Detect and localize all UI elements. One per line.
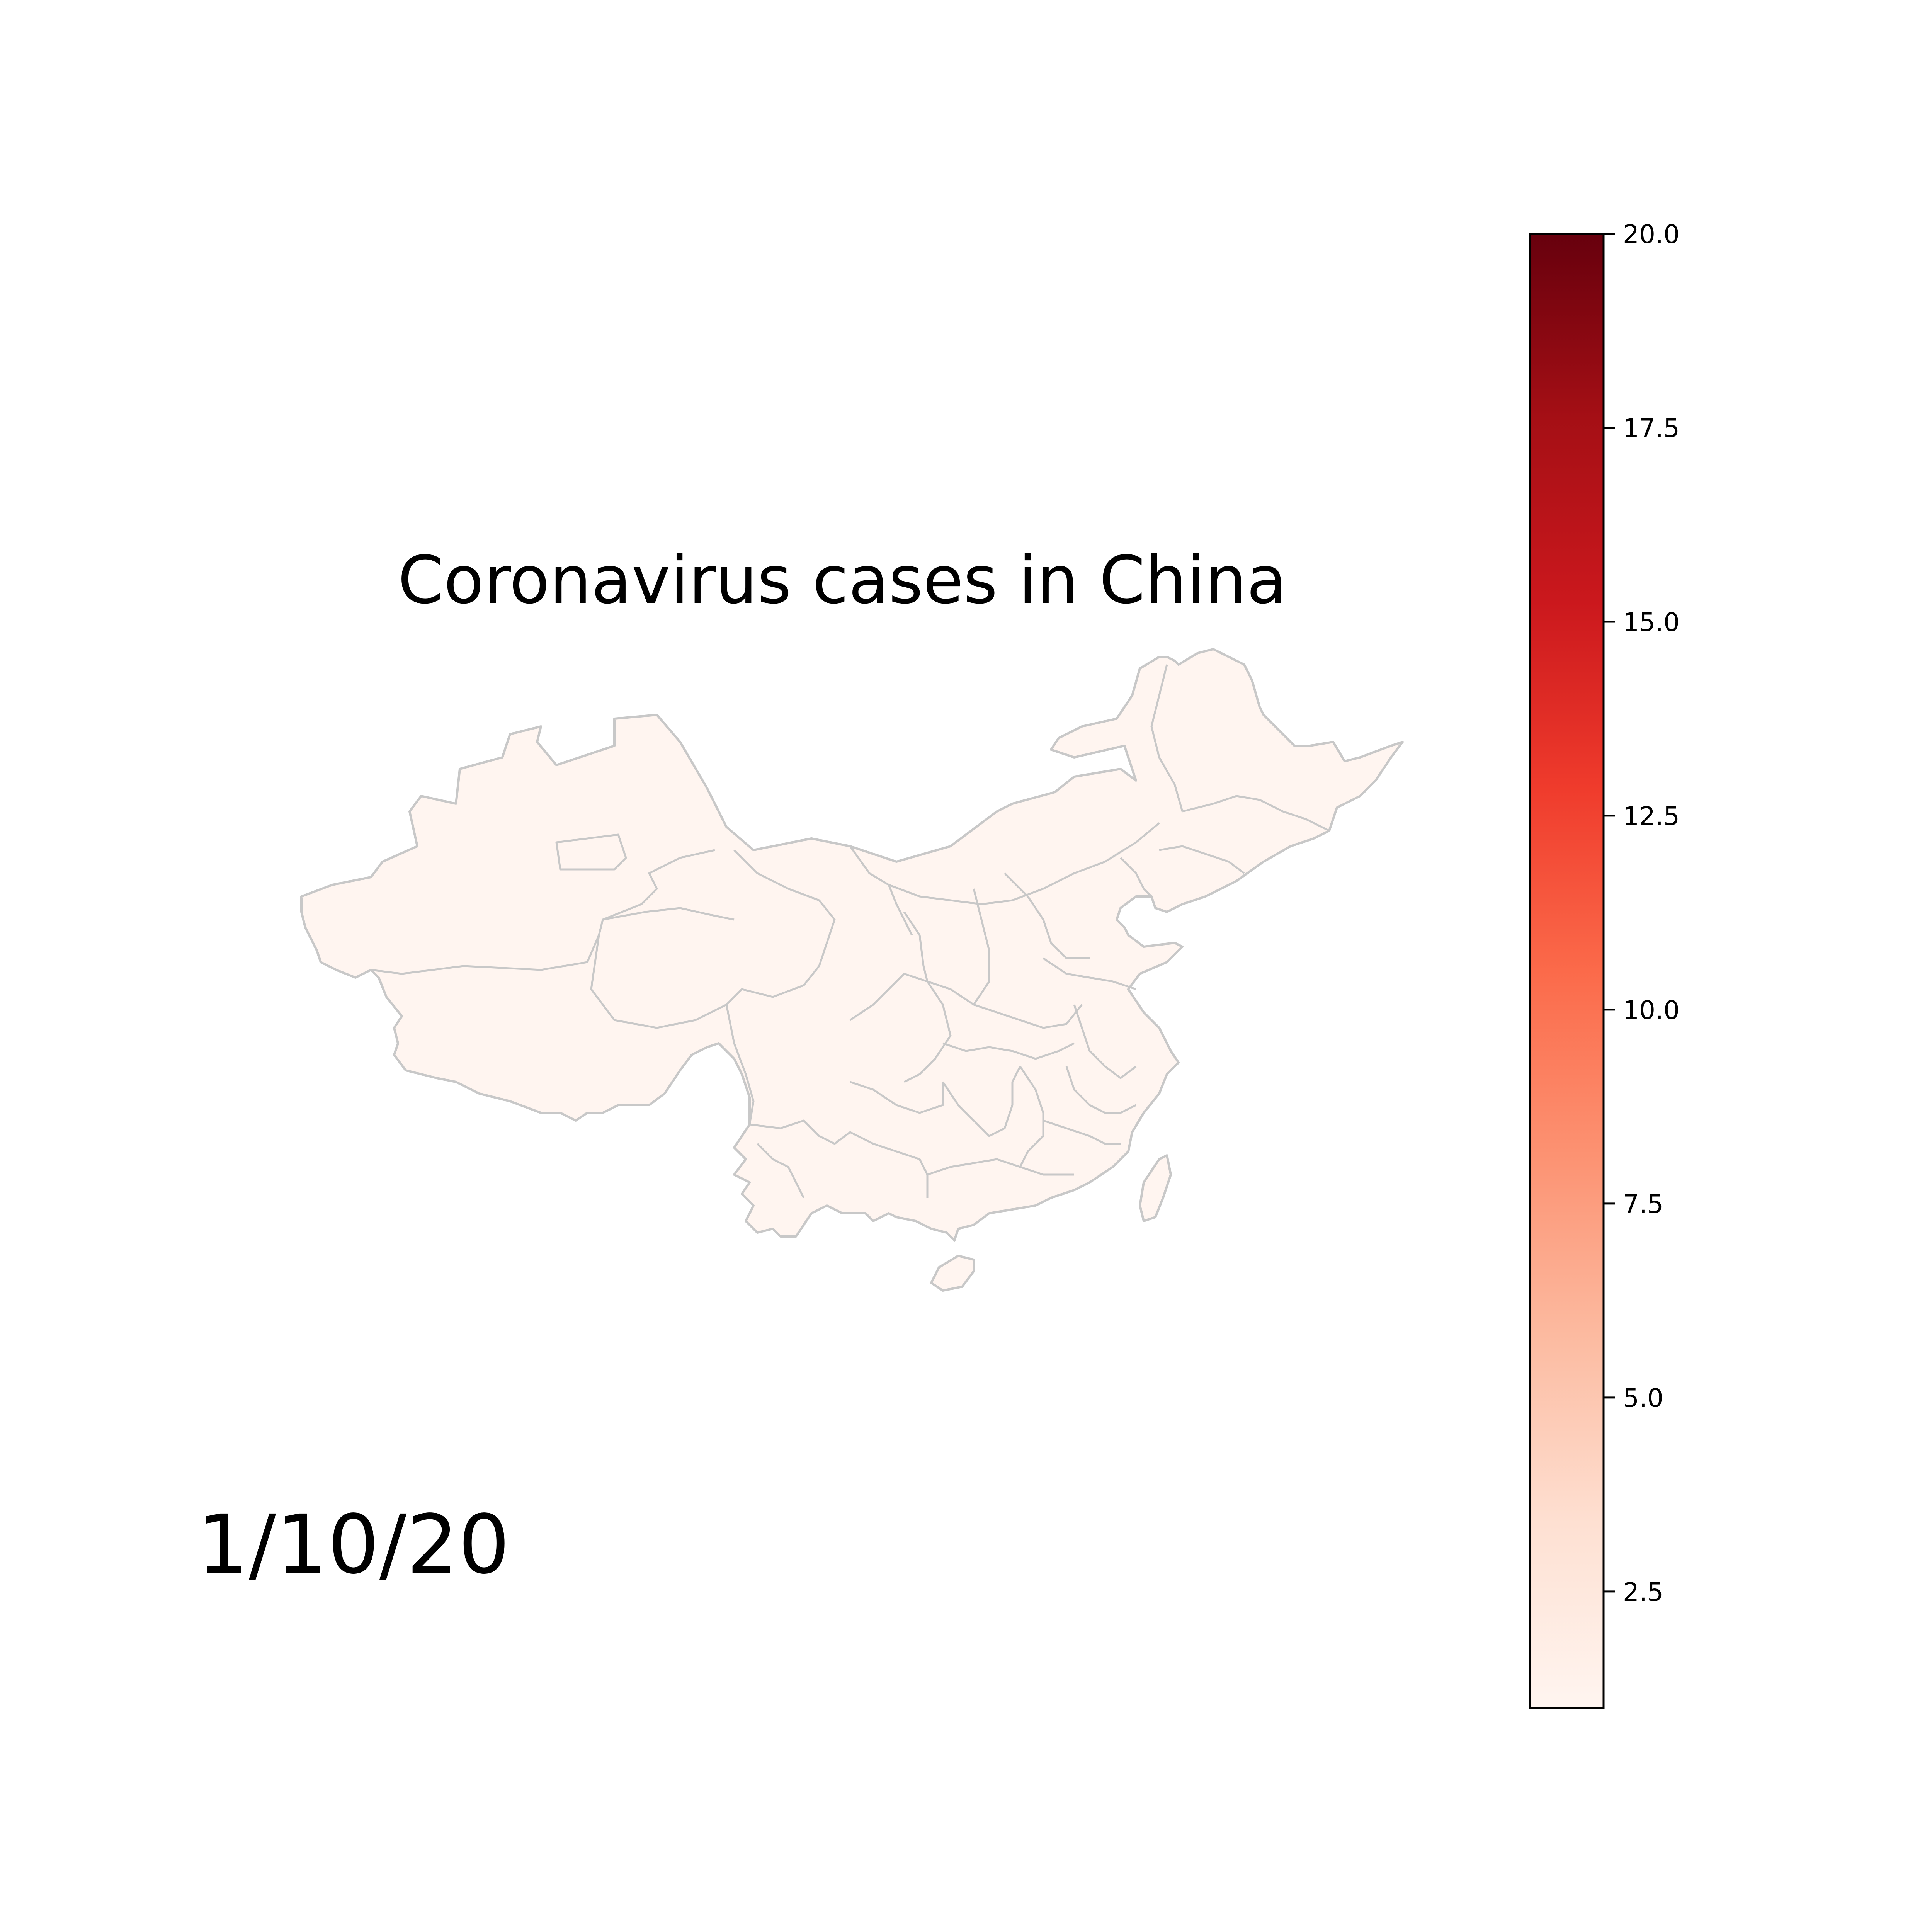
china-map xyxy=(300,648,1404,1292)
colorbar-tick-label: 12.5 xyxy=(1623,801,1680,831)
border-qinghai-gansu xyxy=(733,849,836,986)
border-guangxi xyxy=(849,1131,929,1198)
hainan-region xyxy=(930,1255,975,1292)
border-guangdong xyxy=(927,1158,1074,1176)
colorbar-gradient xyxy=(1530,234,1604,1708)
border-guizhou xyxy=(850,1081,944,1114)
border-hubei xyxy=(942,1042,1075,1060)
border-fujian xyxy=(1043,1119,1121,1145)
date-label: 1/10/20 xyxy=(197,1497,510,1592)
border-xinjiang-qinghai xyxy=(602,849,715,921)
border-tibet-qinghai xyxy=(590,935,804,1029)
province-borders xyxy=(371,664,1330,1199)
colorbar-tick-label: 10.0 xyxy=(1623,995,1680,1025)
border-gansu-innermongolia xyxy=(849,822,1160,905)
colorbar-tick-label: 5.0 xyxy=(1623,1383,1663,1413)
border-shanxi xyxy=(973,888,990,1005)
colorbar-tick-label: 20.0 xyxy=(1623,219,1680,249)
colorbar-frame xyxy=(1529,233,1605,1709)
colorbar-tick-label: 7.5 xyxy=(1623,1189,1663,1219)
border-sichuan-chongqing xyxy=(849,973,952,1083)
colorbar-tick-label: 17.5 xyxy=(1623,413,1680,443)
border-sichuan-yunnan xyxy=(749,1119,851,1145)
border-jilin-liaoning xyxy=(1159,845,1245,874)
colorbar-tick-label: 2.5 xyxy=(1623,1577,1663,1607)
border-anhui-jiangsu xyxy=(1073,1004,1137,1079)
border-shandong xyxy=(1043,957,1136,990)
mainland-china-region xyxy=(300,648,1404,1242)
border-hebei xyxy=(1004,872,1090,959)
border-henan xyxy=(973,1003,1083,1029)
map-title: Coronavirus cases in China xyxy=(398,542,1287,619)
border-heilongjiang-jilin xyxy=(1182,795,1330,832)
border-shaanxi xyxy=(903,911,975,1006)
colorbar-ticks: 2.5 5.0 7.5 10.0 12.5 15.0 17.5 20.0 xyxy=(1604,219,1680,1607)
border-liaoning-hebei xyxy=(1120,857,1152,897)
border-jiangxi xyxy=(1019,1066,1044,1168)
taiwan-region xyxy=(1139,1154,1172,1222)
border-hunan xyxy=(942,1066,1021,1137)
colorbar-tick-label: 15.0 xyxy=(1623,607,1680,637)
border-tibet-sichuan xyxy=(725,1004,755,1125)
border-yunnan-inner xyxy=(757,1143,805,1199)
border-innermongolia-heilongjiang xyxy=(1150,664,1184,812)
border-ningxia xyxy=(888,884,913,936)
colorbar: 2.5 5.0 7.5 10.0 12.5 15.0 17.5 20.0 xyxy=(1529,219,1680,1709)
border-zhejiang-fujian xyxy=(1065,1066,1137,1114)
xinjiang-inner-outline xyxy=(555,833,627,871)
